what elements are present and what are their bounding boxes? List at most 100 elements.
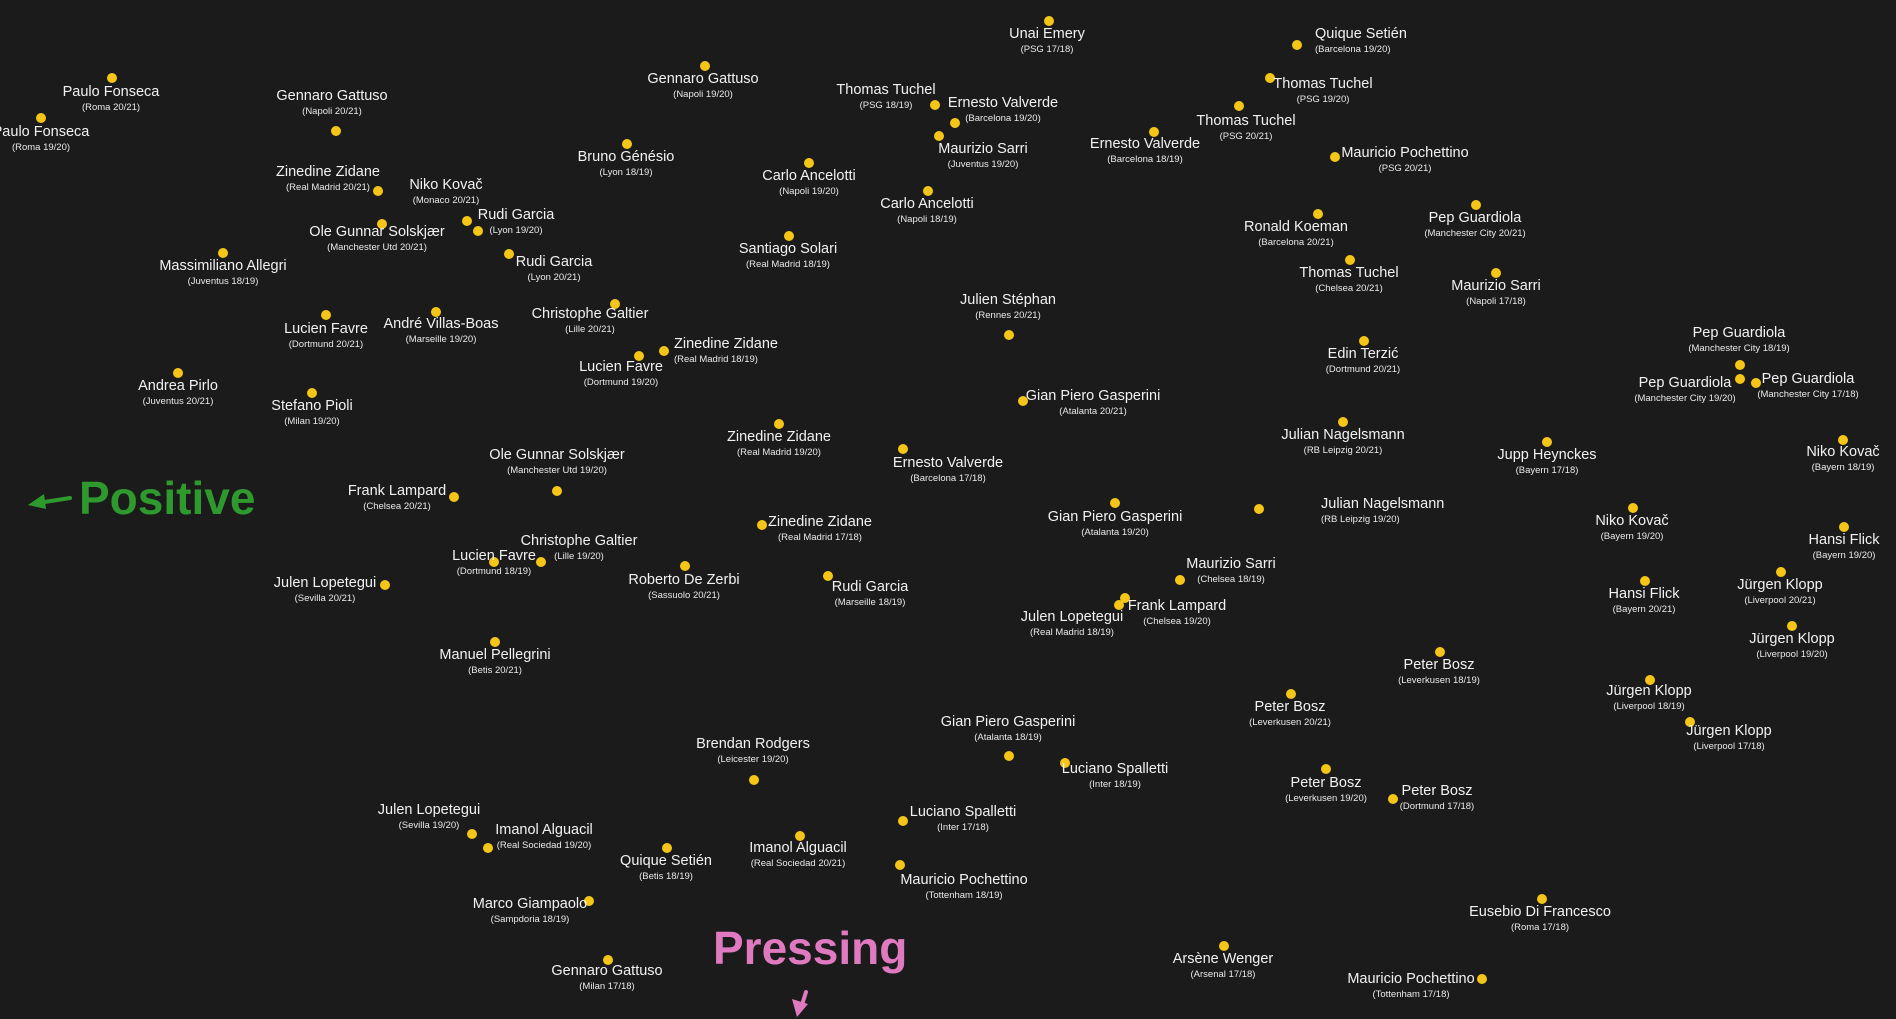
point-marker	[1787, 621, 1797, 631]
data-point: Gian Piero Gasperini (Atalanta 19/20)	[1048, 498, 1183, 538]
point-label-season: (RB Leipzig 20/21)	[1304, 445, 1383, 456]
point-label-season: (Bayern 17/18)	[1516, 465, 1579, 476]
point-label-season: (Dortmund 20/21)	[1326, 364, 1400, 375]
point-label-manager: Mauricio Pochettino	[1341, 145, 1468, 161]
point-marker	[622, 139, 632, 149]
data-point: André Villas-Boas (Marseille 19/20)	[384, 307, 499, 345]
point-marker	[36, 113, 46, 123]
point-label-season: (Bayern 20/21)	[1613, 604, 1676, 615]
point-label-manager: Imanol Alguacil	[495, 822, 593, 838]
point-marker	[1044, 16, 1054, 26]
data-point: Christophe Galtier (Lille 19/20)	[521, 533, 638, 567]
point-label-manager: Jürgen Klopp	[1749, 631, 1834, 647]
point-marker	[1345, 255, 1355, 265]
point-label-manager: Paulo Fonseca	[63, 84, 161, 100]
data-point: Julian Nagelsmann (RB Leipzig 19/20)	[1254, 496, 1444, 525]
data-point: Lucien Favre (Dortmund 20/21)	[284, 310, 368, 350]
point-marker	[380, 580, 390, 590]
data-point: Quique Setién (Barcelona 19/20)	[1292, 26, 1407, 55]
data-point: Hansi Flick (Bayern 20/21)	[1609, 576, 1680, 615]
point-label-manager: Edin Terzić	[1328, 346, 1399, 362]
data-point: Peter Bosz (Dortmund 17/18)	[1388, 783, 1474, 812]
data-point: Frank Lampard (Chelsea 19/20)	[1120, 593, 1226, 627]
data-point: Lucien Favre (Dortmund 19/20)	[579, 351, 663, 388]
point-label-season: (PSG 18/19)	[860, 100, 913, 111]
point-label-season: (Barcelona 17/18)	[910, 473, 986, 484]
point-marker	[1645, 675, 1655, 685]
point-marker	[431, 307, 441, 317]
data-point: Thomas Tuchel (PSG 18/19)	[836, 82, 940, 111]
point-marker	[307, 388, 317, 398]
point-label-season: (Napoli 18/19)	[897, 214, 957, 225]
point-marker	[1321, 764, 1331, 774]
data-point: Ronald Koeman (Barcelona 20/21)	[1244, 209, 1348, 248]
point-marker	[1735, 374, 1745, 384]
data-point: Ernesto Valverde (Barcelona 17/18)	[893, 444, 1003, 484]
data-point: Eusebio Di Francesco (Roma 17/18)	[1469, 894, 1611, 933]
point-label-season: (Real Sociedad 20/21)	[751, 858, 846, 869]
data-point: Manuel Pellegrini (Betis 20/21)	[439, 637, 551, 676]
point-label-manager: Pep Guardiola	[1429, 210, 1523, 226]
data-point: Julen Lopetegui (Sevilla 19/20)	[378, 802, 480, 839]
point-label-manager: Julen Lopetegui	[378, 802, 480, 818]
point-label-manager: Carlo Ancelotti	[880, 196, 974, 212]
point-label-manager: Luciano Spalletti	[910, 804, 1016, 820]
point-label-manager: Gian Piero Gasperini	[941, 714, 1076, 730]
point-label-manager: Unai Emery	[1009, 26, 1085, 42]
point-label-season: (PSG 20/21)	[1379, 163, 1432, 174]
point-label-season: (Sevilla 19/20)	[399, 820, 460, 831]
point-marker	[1537, 894, 1547, 904]
data-point: Thomas Tuchel (PSG 20/21)	[1196, 101, 1296, 142]
data-point: Andrea Pirlo (Juventus 20/21)	[138, 368, 218, 407]
point-label-manager: Gian Piero Gasperini	[1026, 388, 1161, 404]
data-point: Thomas Tuchel (PSG 19/20)	[1265, 73, 1373, 105]
data-point: Julien Stéphan (Rennes 20/21)	[960, 292, 1056, 340]
point-label-season: (Betis 20/21)	[468, 665, 522, 676]
point-label-season: (Barcelona 19/20)	[1315, 44, 1391, 55]
data-point: Ole Gunnar Solskjær (Manchester Utd 20/21…	[309, 219, 445, 253]
point-label-season: (Tottenham 18/19)	[925, 890, 1002, 901]
data-point: Gennaro Gattuso (Napoli 20/21)	[276, 88, 388, 136]
point-marker	[1175, 575, 1185, 585]
point-marker	[1839, 522, 1849, 532]
point-marker	[610, 299, 620, 309]
point-label-season: (Lyon 18/19)	[600, 167, 653, 178]
point-label-season: (Manchester City 17/18)	[1757, 389, 1858, 400]
point-label-manager: Luciano Spalletti	[1062, 761, 1168, 777]
point-label-manager: Ole Gunnar Solskjær	[309, 224, 445, 240]
data-point: Maurizio Sarri (Chelsea 18/19)	[1175, 556, 1276, 585]
point-label-manager: Jürgen Klopp	[1606, 683, 1691, 699]
point-marker	[1491, 268, 1501, 278]
point-marker	[173, 368, 183, 378]
data-point: Pep Guardiola (Manchester City 18/19)	[1688, 325, 1790, 370]
point-label-manager: Eusebio Di Francesco	[1469, 904, 1611, 920]
point-label-manager: Lucien Favre	[452, 548, 536, 564]
data-point: Arsène Wenger (Arsenal 17/18)	[1173, 941, 1273, 980]
point-label-manager: Bruno Génésio	[578, 149, 675, 165]
point-label-season: (Leverkusen 19/20)	[1285, 793, 1367, 804]
point-label-season: (Milan 17/18)	[579, 981, 634, 992]
point-label-manager: Gian Piero Gasperini	[1048, 509, 1183, 525]
point-marker	[107, 73, 117, 83]
point-label-season: (Real Madrid 18/19)	[674, 354, 758, 365]
point-label-season: (Bayern 19/20)	[1601, 531, 1664, 542]
point-label-season: (Liverpool 18/19)	[1613, 701, 1684, 712]
data-point: Imanol Alguacil (Real Sociedad 20/21)	[749, 831, 847, 869]
point-label-season: (Manchester Utd 20/21)	[327, 242, 427, 253]
point-label-season: (PSG 20/21)	[1220, 131, 1273, 142]
point-label-season: (Napoli 19/20)	[673, 89, 733, 100]
point-marker	[1149, 127, 1159, 137]
point-marker	[536, 557, 546, 567]
point-label-season: (Barcelona 18/19)	[1107, 154, 1183, 165]
data-point: Pep Guardiola (Manchester City 20/21)	[1424, 200, 1526, 239]
point-label-manager: Gennaro Gattuso	[276, 88, 387, 104]
point-marker	[1471, 200, 1481, 210]
point-label-manager: Zinedine Zidane	[727, 429, 831, 445]
point-label-season: (Lille 19/20)	[554, 551, 604, 562]
point-label-season: (Napoli 19/20)	[779, 186, 839, 197]
point-label-season: (Atalanta 18/19)	[974, 732, 1042, 743]
data-point: Zinedine Zidane (Real Madrid 18/19)	[659, 336, 778, 365]
data-point: Luciano Spalletti (Inter 17/18)	[898, 804, 1016, 833]
point-marker	[930, 100, 940, 110]
